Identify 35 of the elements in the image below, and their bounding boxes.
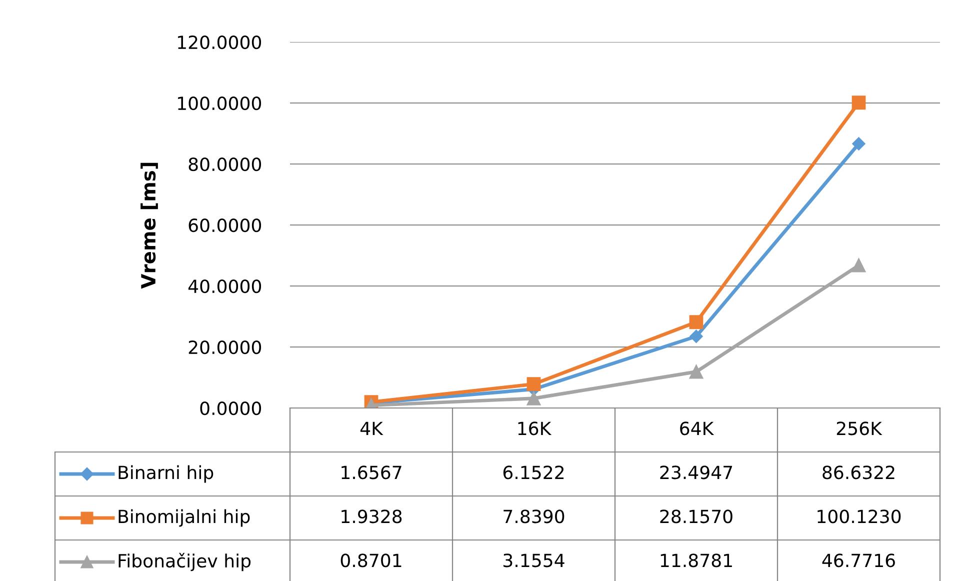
data-label: 0.8701 — [340, 554, 402, 568]
x-tick-label: 64K — [680, 422, 714, 436]
x-tick-label: 256K — [836, 422, 882, 436]
x-tick-label: 4K — [360, 422, 384, 435]
data-label: 11.8781 — [660, 554, 732, 568]
y-axis-title: Vreme [ms] — [140, 162, 158, 289]
point — [526, 377, 541, 392]
point — [852, 137, 866, 150]
legend-label: Fibonačijev hip — [118, 552, 251, 572]
y-tick-label: 0.0000 — [200, 401, 262, 416]
data-label: 6.1522 — [503, 466, 564, 480]
x-tick-label: 16K — [518, 422, 552, 436]
point — [526, 391, 541, 406]
legend-label: Binarni hip — [118, 465, 214, 483]
point — [852, 96, 866, 110]
data-label: 23.4947 — [660, 466, 732, 480]
data-label: 7.8390 — [504, 510, 564, 524]
y-tick-label: 80.0000 — [188, 157, 262, 172]
data-label: 28.1570 — [660, 510, 732, 524]
point — [690, 330, 703, 343]
y-tick-label: 40.0000 — [188, 279, 262, 294]
legend-label: Binomijalni hip — [118, 509, 250, 527]
point — [852, 258, 866, 272]
data-label: 1.9328 — [342, 510, 402, 524]
data-label: 46.7716 — [822, 554, 895, 568]
y-tick-label: 120.0000 — [178, 35, 262, 50]
data-label: 100.1230 — [818, 510, 901, 524]
y-tick-label: 60.0000 — [188, 218, 262, 232]
data-label: 86.6322 — [822, 466, 894, 480]
point — [689, 315, 704, 330]
point — [689, 364, 704, 379]
y-tick-label: 100.0000 — [178, 96, 262, 110]
data-label: 1.6567 — [342, 466, 402, 480]
y-tick-label: 20.0000 — [188, 340, 262, 354]
data-label: 3.1554 — [504, 554, 564, 568]
